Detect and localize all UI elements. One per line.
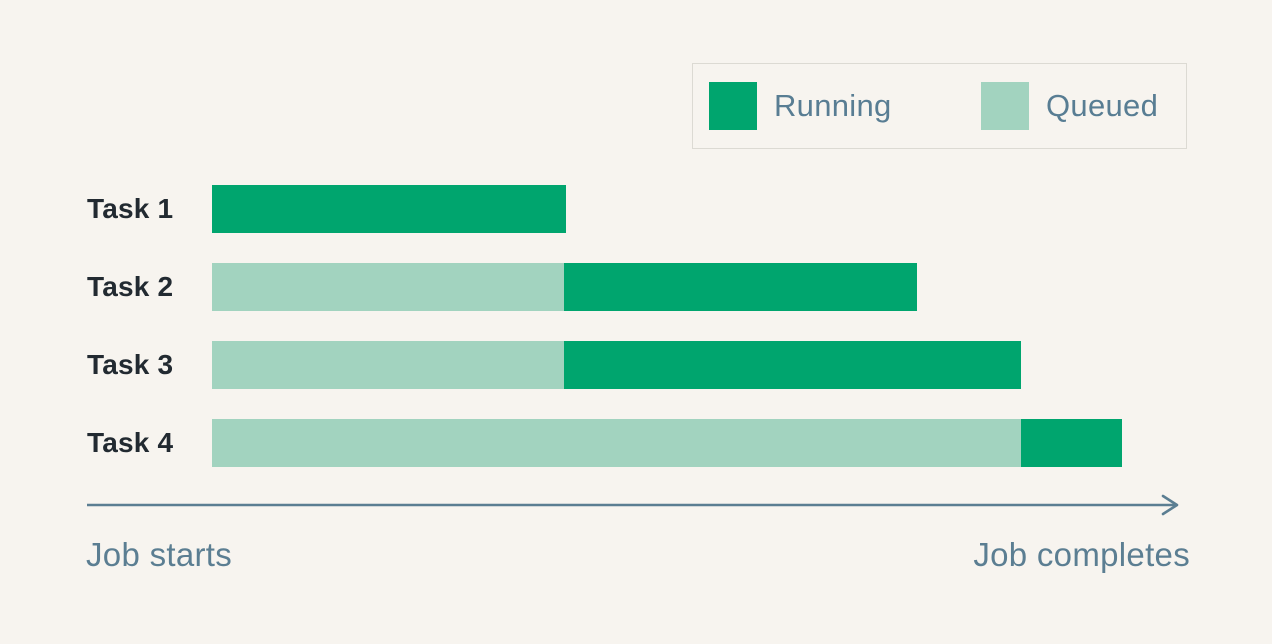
- segment-queued: [212, 341, 565, 389]
- legend-item-running: Running: [709, 82, 981, 130]
- axis-end-label: Job completes: [973, 536, 1190, 573]
- task-track: [212, 419, 1122, 467]
- axis-start-label: Job starts: [86, 536, 233, 573]
- task-label: Task 4: [87, 427, 174, 458]
- task-track: [212, 185, 1122, 233]
- task-rows: Task 1 Task 2 Task 3 Task 4: [0, 185, 1272, 497]
- task-track: [212, 263, 1122, 311]
- legend-label-running: Running: [774, 88, 892, 123]
- task-row: Task 2: [0, 263, 1272, 311]
- segment-running: [1020, 419, 1122, 467]
- task-row: Task 3: [0, 341, 1272, 389]
- time-axis-arrow: [87, 494, 1179, 516]
- segment-queued: [212, 263, 565, 311]
- axis-arrowhead-icon: [1161, 494, 1179, 516]
- legend-item-queued: Queued: [981, 82, 1158, 130]
- running-swatch-icon: [709, 82, 757, 130]
- task-row: Task 4: [0, 419, 1272, 467]
- task-row: Task 1: [0, 185, 1272, 233]
- task-label: Task 3: [87, 349, 174, 380]
- task-label: Task 1: [87, 193, 174, 224]
- legend-label-queued: Queued: [1046, 88, 1159, 123]
- segment-queued: [212, 419, 1021, 467]
- segment-running: [212, 185, 566, 233]
- task-label: Task 2: [87, 271, 174, 302]
- segment-running: [564, 263, 918, 311]
- legend: Running Queued: [692, 63, 1187, 149]
- task-track: [212, 341, 1122, 389]
- queued-swatch-icon: [981, 82, 1029, 130]
- segment-running: [564, 341, 1021, 389]
